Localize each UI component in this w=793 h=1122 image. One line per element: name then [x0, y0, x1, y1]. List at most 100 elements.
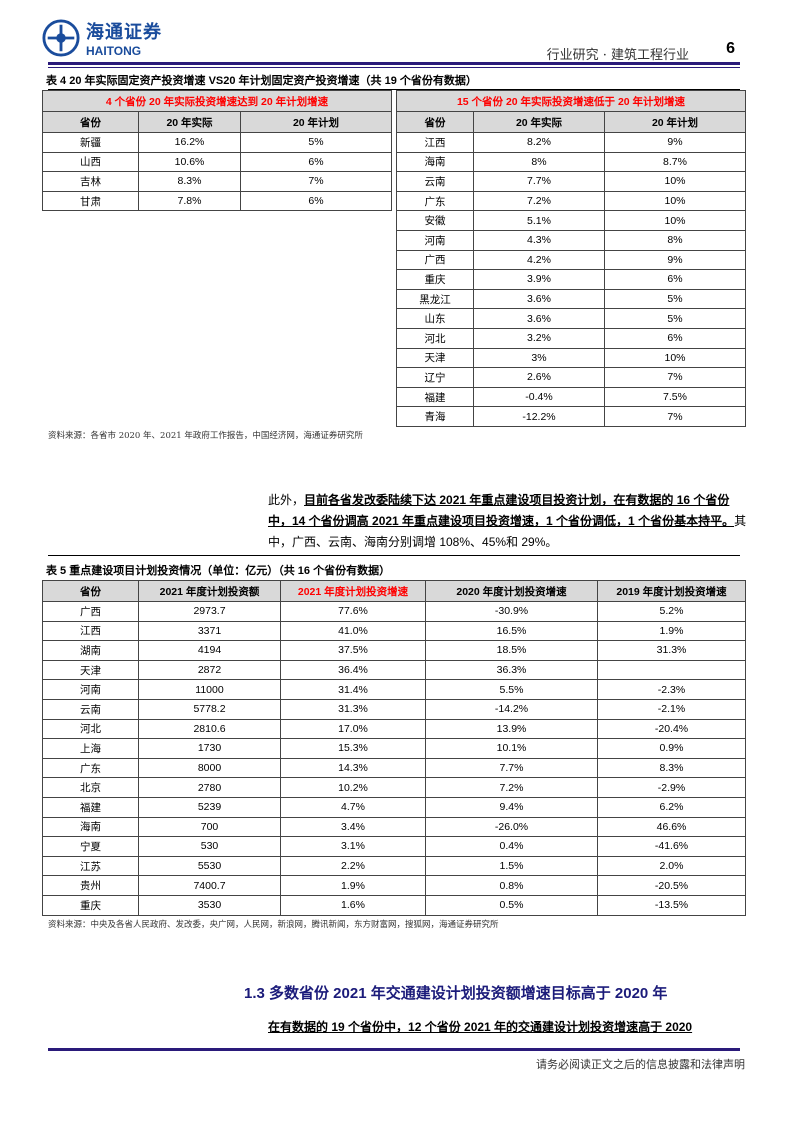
table-cell: 河北 — [42, 718, 139, 740]
table-row: 河南 11000 31.4% 5.5% -2.3% — [42, 679, 746, 700]
table-cell: 9% — [604, 249, 746, 271]
table-cell: 10% — [604, 347, 746, 369]
col-header: 省份 — [396, 111, 474, 133]
table-row: 重庆 3530 1.6% 0.5% -13.5% — [42, 894, 746, 916]
para-rest: 其中，广西、云南、海南分别调增 108%、45%和 29%。 — [268, 514, 747, 549]
table-row: 福建 5239 4.7% 9.4% 6.2% — [42, 796, 746, 818]
table-row: 江苏 5530 2.2% 1.5% 2.0% — [42, 855, 746, 877]
table-cell: 37.5% — [280, 640, 426, 661]
table-cell: 山东 — [396, 308, 474, 329]
table-cell: 江西 — [396, 132, 474, 153]
table-cell: 5% — [240, 132, 392, 153]
table4-left-group: 4 个省份 20 年实际投资增速达到 20 年计划增速 — [42, 90, 392, 112]
table-cell: 7% — [604, 367, 746, 388]
table-cell: 重庆 — [396, 269, 474, 290]
table-cell: 云南 — [396, 171, 474, 192]
table-cell: 10.2% — [280, 777, 426, 798]
table-cell: 7% — [240, 171, 392, 192]
table-cell: 6% — [604, 327, 746, 349]
table-cell: 2872 — [138, 659, 281, 681]
table-row: 江西 3371 41.0% 16.5% 1.9% — [42, 620, 746, 642]
table-cell: 海南 — [42, 816, 139, 838]
table-cell: -20.4% — [597, 718, 746, 740]
table-row: 广西 4.2% 9% — [396, 249, 746, 271]
table-cell: 4.7% — [280, 796, 426, 818]
table-cell: 辽宁 — [396, 367, 474, 388]
para-lead: 此外， — [268, 493, 305, 507]
table-cell: 8.2% — [473, 132, 605, 153]
table-row: 安徽 5.1% 10% — [396, 210, 746, 231]
table-cell: 广西 — [42, 601, 139, 622]
footer-rule — [48, 1048, 740, 1051]
table-cell: 10% — [604, 210, 746, 231]
table-cell: 5778.2 — [138, 698, 281, 720]
table-cell: 7.5% — [604, 386, 746, 408]
table-cell: -14.2% — [425, 698, 598, 720]
table-cell: 福建 — [42, 796, 139, 818]
table-cell: 2780 — [138, 777, 281, 798]
table-cell: 3% — [473, 347, 605, 369]
col-header: 2021 年度计划投资增速 — [280, 580, 426, 602]
table-cell: 3.4% — [280, 816, 426, 838]
table-cell: 77.6% — [280, 601, 426, 622]
table-cell: 36.3% — [425, 659, 598, 681]
table-cell: 8% — [473, 151, 605, 173]
header-rule-thin — [48, 67, 740, 68]
section-heading: 1.3 多数省份 2021 年交通建设计划投资额增速目标高于 2020 年 — [244, 985, 668, 1002]
table5-source: 资料来源：中央及各省人民政府、发改委，央广网，人民网，新浪网，腾讯新闻，东方财富… — [48, 920, 499, 930]
table-cell: 1.9% — [280, 875, 426, 896]
table-cell: 9.4% — [425, 796, 598, 818]
table-cell: 11000 — [138, 679, 281, 700]
table-cell: 3.2% — [473, 327, 605, 349]
table-row: 重庆 3.9% 6% — [396, 269, 746, 290]
table-row: 青海 -12.2% 7% — [396, 406, 746, 427]
table-cell: 重庆 — [42, 894, 139, 916]
table-cell: 湖南 — [42, 640, 139, 661]
table4-title: 表 4 20 年实际固定资产投资增速 VS20 年计划固定资产投资增速（共 19… — [46, 75, 477, 87]
table-cell: 甘肃 — [42, 190, 139, 212]
table-row: 云南 5778.2 31.3% -14.2% -2.1% — [42, 698, 746, 720]
table-cell: 2.2% — [280, 855, 426, 877]
table-cell: 北京 — [42, 777, 139, 798]
table-cell: 5% — [604, 288, 746, 310]
table-cell: 安徽 — [396, 210, 474, 231]
table-cell: 31.3% — [597, 640, 746, 661]
table-cell: -20.5% — [597, 875, 746, 896]
table-cell: -12.2% — [473, 406, 605, 427]
table-cell: 宁夏 — [42, 836, 139, 857]
table-cell: 上海 — [42, 738, 139, 759]
table-cell: 5% — [604, 308, 746, 329]
col-header: 20 年实际 — [473, 111, 605, 133]
table-cell: 10.6% — [138, 151, 241, 173]
table-cell: 7.2% — [473, 190, 605, 212]
table-cell: 2.0% — [597, 855, 746, 877]
table4-right-group: 15 个省份 20 年实际投资增速低于 20 年计划增速 — [396, 90, 746, 112]
section-subheading: 在有数据的 19 个省份中，12 个省份 2021 年的交通建设计划投资增速高于… — [268, 1020, 693, 1034]
table-cell: 河北 — [396, 327, 474, 349]
table-cell: 1.9% — [597, 620, 746, 642]
table-cell: 10% — [604, 171, 746, 192]
table-cell: 天津 — [396, 347, 474, 369]
table-cell: 5.1% — [473, 210, 605, 231]
table-row: 天津 2872 36.4% 36.3% — [42, 659, 746, 681]
table4-top-rule — [48, 89, 740, 90]
col-header: 2021 年度计划投资额 — [138, 580, 281, 602]
table-row: 海南 700 3.4% -26.0% 46.6% — [42, 816, 746, 838]
table-cell: 46.6% — [597, 816, 746, 838]
table-cell: 13.9% — [425, 718, 598, 740]
col-header: 2020 年度计划投资增速 — [425, 580, 598, 602]
table-cell: 15.3% — [280, 738, 426, 759]
table-cell: 3530 — [138, 894, 281, 916]
table-row: 上海 1730 15.3% 10.1% 0.9% — [42, 738, 746, 759]
table-cell: 江西 — [42, 620, 139, 642]
table-cell: 新疆 — [42, 132, 139, 153]
haitong-logo-icon — [42, 19, 80, 57]
table4-left: 4 个省份 20 年实际投资增速达到 20 年计划增速 省份 20 年实际 20 年… — [42, 90, 392, 212]
table-cell: 6% — [604, 269, 746, 290]
table-cell: 1.5% — [425, 855, 598, 877]
table-cell: 16.2% — [138, 132, 241, 153]
logo-cn: 海通证券 — [86, 22, 162, 43]
body-paragraph: 此外，目前各省发改委陆续下达 2021 年重点建设项目投资计划，在有数据的 16… — [268, 490, 748, 553]
table-cell: 山西 — [42, 151, 139, 173]
table-cell: 9% — [604, 132, 746, 153]
